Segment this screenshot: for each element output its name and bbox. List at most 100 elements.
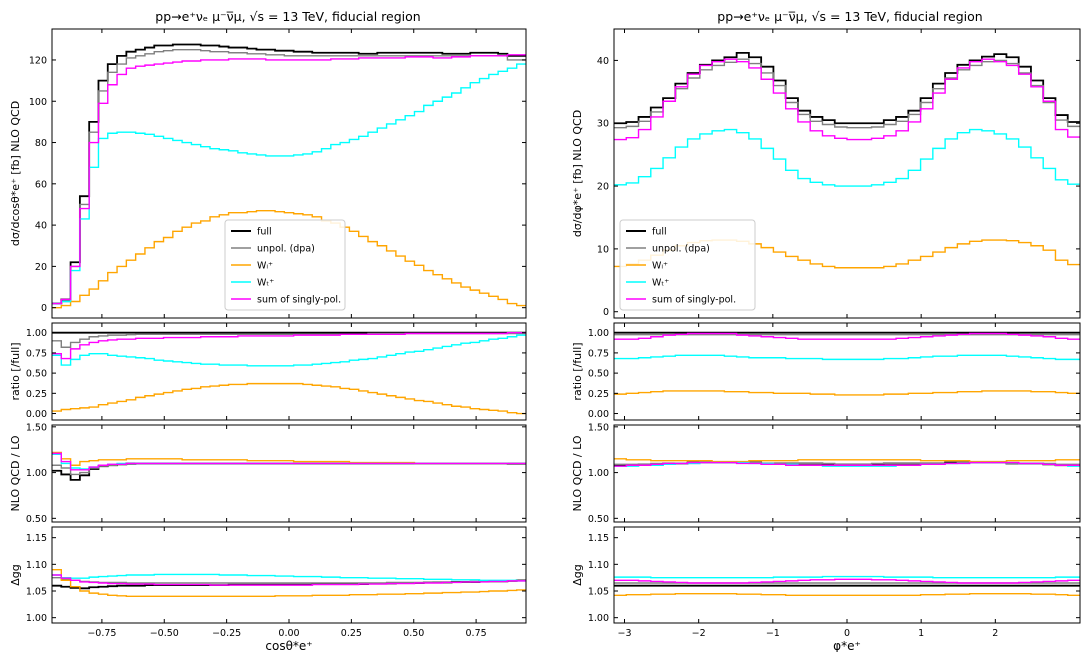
panel-right-ratio: 0.00 0.25 0.50 0.75 1.00 ratio [/full] [571,322,1081,421]
axes-frame [613,526,1081,624]
y-tick-label: 1.10 [26,560,47,571]
series-line-wt-main [52,63,526,305]
series-line-full-kfac [52,462,526,481]
y-tick-label: 0.50 [588,514,609,525]
x-tick-label: 0.00 [278,628,299,639]
legend-label-wt: Wₜ⁺ [257,278,274,289]
series-line-unpol-main [614,58,1080,129]
left-figure-title: pp→e⁺νₑ μ⁻ν̅μ, √s = 13 TeV, fiducial reg… [155,9,420,24]
series-line-wl-ratio [52,382,526,415]
legend-label-sum: sum of singly-pol. [257,295,341,306]
legend-label-full: full [652,227,667,238]
series-line-sum-ratio [614,332,1080,340]
y-tick-label: 0.75 [588,348,609,359]
y-tick-label: 40 [597,56,609,67]
y-tick-label: 20 [35,262,47,273]
x-tick-label: −2 [692,628,706,639]
y-tick-label: 60 [35,179,47,190]
panel-left-kfac: 0.50 1.00 1.50 NLO QCD / LO [9,422,527,525]
panel-left-ratio: 0.00 0.25 0.50 0.75 1.00 ratio [/full] [9,322,527,421]
y-tick-label: 1.00 [26,468,47,479]
legend-box [224,219,346,311]
panel-right-gg: 1.00 1.05 1.10 1.15 Δgg [571,526,1081,624]
series-line-sum-gg [614,578,1080,584]
y-tick-label: 1.15 [26,533,47,544]
legend: full unpol. (dpa) Wₗ⁺ Wₜ⁺ sum of singly-pol. [224,219,346,311]
series-line-sum-ratio [52,332,526,360]
legend-box [619,219,756,311]
series-line-sum-kfac [614,461,1080,467]
legend-label-unpol: unpol. (dpa) [652,244,710,255]
series-line-full-main [614,51,1080,125]
y-axis-label: NLO QCD / LO [9,435,22,511]
axes-frame [613,322,1081,421]
y-tick-label: 1.50 [26,422,47,433]
y-tick-label: 30 [597,119,609,130]
series-line-sum-main [614,58,1080,141]
y-tick-label: 0.00 [26,409,47,420]
series-line-sum-kfac [52,452,526,471]
series-line-wt-ratio [52,334,526,367]
axes-frame [51,322,527,421]
y-tick-label: 0.25 [588,389,609,400]
series-line-wt-main [614,128,1080,187]
series-line-sum-main [52,54,526,305]
y-tick-label: 0.00 [588,409,609,420]
panel-right-main: 0 10 20 30 40 dσ/dφ*e⁺ [fb] NLO QCD [571,28,1081,319]
y-tick-label: 1.00 [26,613,47,624]
y-tick-label: 0.50 [26,514,47,525]
y-tick-label: 40 [35,221,47,232]
y-tick-label: 1.50 [588,422,609,433]
legend: full unpol. (dpa) Wₗ⁺ Wₜ⁺ sum of singly-pol. [619,219,756,311]
y-tick-label: 1.00 [26,328,47,339]
y-tick-label: 10 [597,244,609,255]
right-figure-title: pp→e⁺νₑ μ⁻ν̅μ, √s = 13 TeV, fiducial reg… [717,9,982,24]
series-group [614,331,1080,396]
legend-label-sum: sum of singly-pol. [652,295,736,306]
legend-label-full: full [257,227,272,238]
series-group [52,451,526,481]
y-tick-label: 80 [35,138,47,149]
y-tick-label: 1.00 [588,328,609,339]
series-line-wl-gg [52,568,526,598]
y-axis-label: NLO QCD / LO [571,435,584,511]
y-axis-label: Δgg [9,564,22,586]
series-group [52,331,526,415]
y-tick-label: 1.15 [588,533,609,544]
y-tick-label: 0 [41,303,47,314]
panel-left-main: 0 20 40 60 80 100 120 dσ/dcosθ*e⁺ [fb] NLO QCD [9,28,527,319]
series-line-wl-main [52,209,526,309]
x-tick-label: 0 [844,628,850,639]
axes-frame [51,424,527,523]
x-tick-label: 0.50 [403,628,424,639]
panel-left-gg: 1.00 1.05 1.10 1.15 Δgg [9,526,527,624]
y-tick-label: 120 [29,55,47,66]
y-tick-label: 100 [29,97,47,108]
axes-frame [613,424,1081,523]
x-tick-label: 0.75 [466,628,487,639]
y-tick-label: 1.00 [588,468,609,479]
legend-label-wl: Wₗ⁺ [257,261,273,272]
y-tick-label: 1.05 [588,587,609,598]
x-tick-label: −0.50 [150,628,179,639]
legend-label-unpol: unpol. (dpa) [257,244,315,255]
series-line-unpol-main [52,48,526,305]
y-tick-label: 20 [597,182,609,193]
x-axis-label: φ*e⁺ [833,639,861,652]
series-line-full-main [52,43,526,305]
y-tick-label: 0.50 [588,369,609,380]
series-line-wl-kfac [614,458,1080,463]
series-group [614,458,1080,467]
series-line-sum-gg [52,574,526,586]
legend-label-wl: Wₗ⁺ [652,261,668,272]
series-line-wl-gg [614,592,1080,596]
series-group [614,575,1080,596]
x-tick-label: −0.75 [87,628,116,639]
y-axis-label: Δgg [571,564,584,586]
panel-right-kfac: 0.50 1.00 1.50 NLO QCD / LO [571,422,1081,525]
y-axis-label: ratio [/full] [9,342,22,400]
y-tick-label: 1.05 [26,587,47,598]
series-line-wt-gg [52,573,526,582]
y-tick-label: 0.50 [26,369,47,380]
